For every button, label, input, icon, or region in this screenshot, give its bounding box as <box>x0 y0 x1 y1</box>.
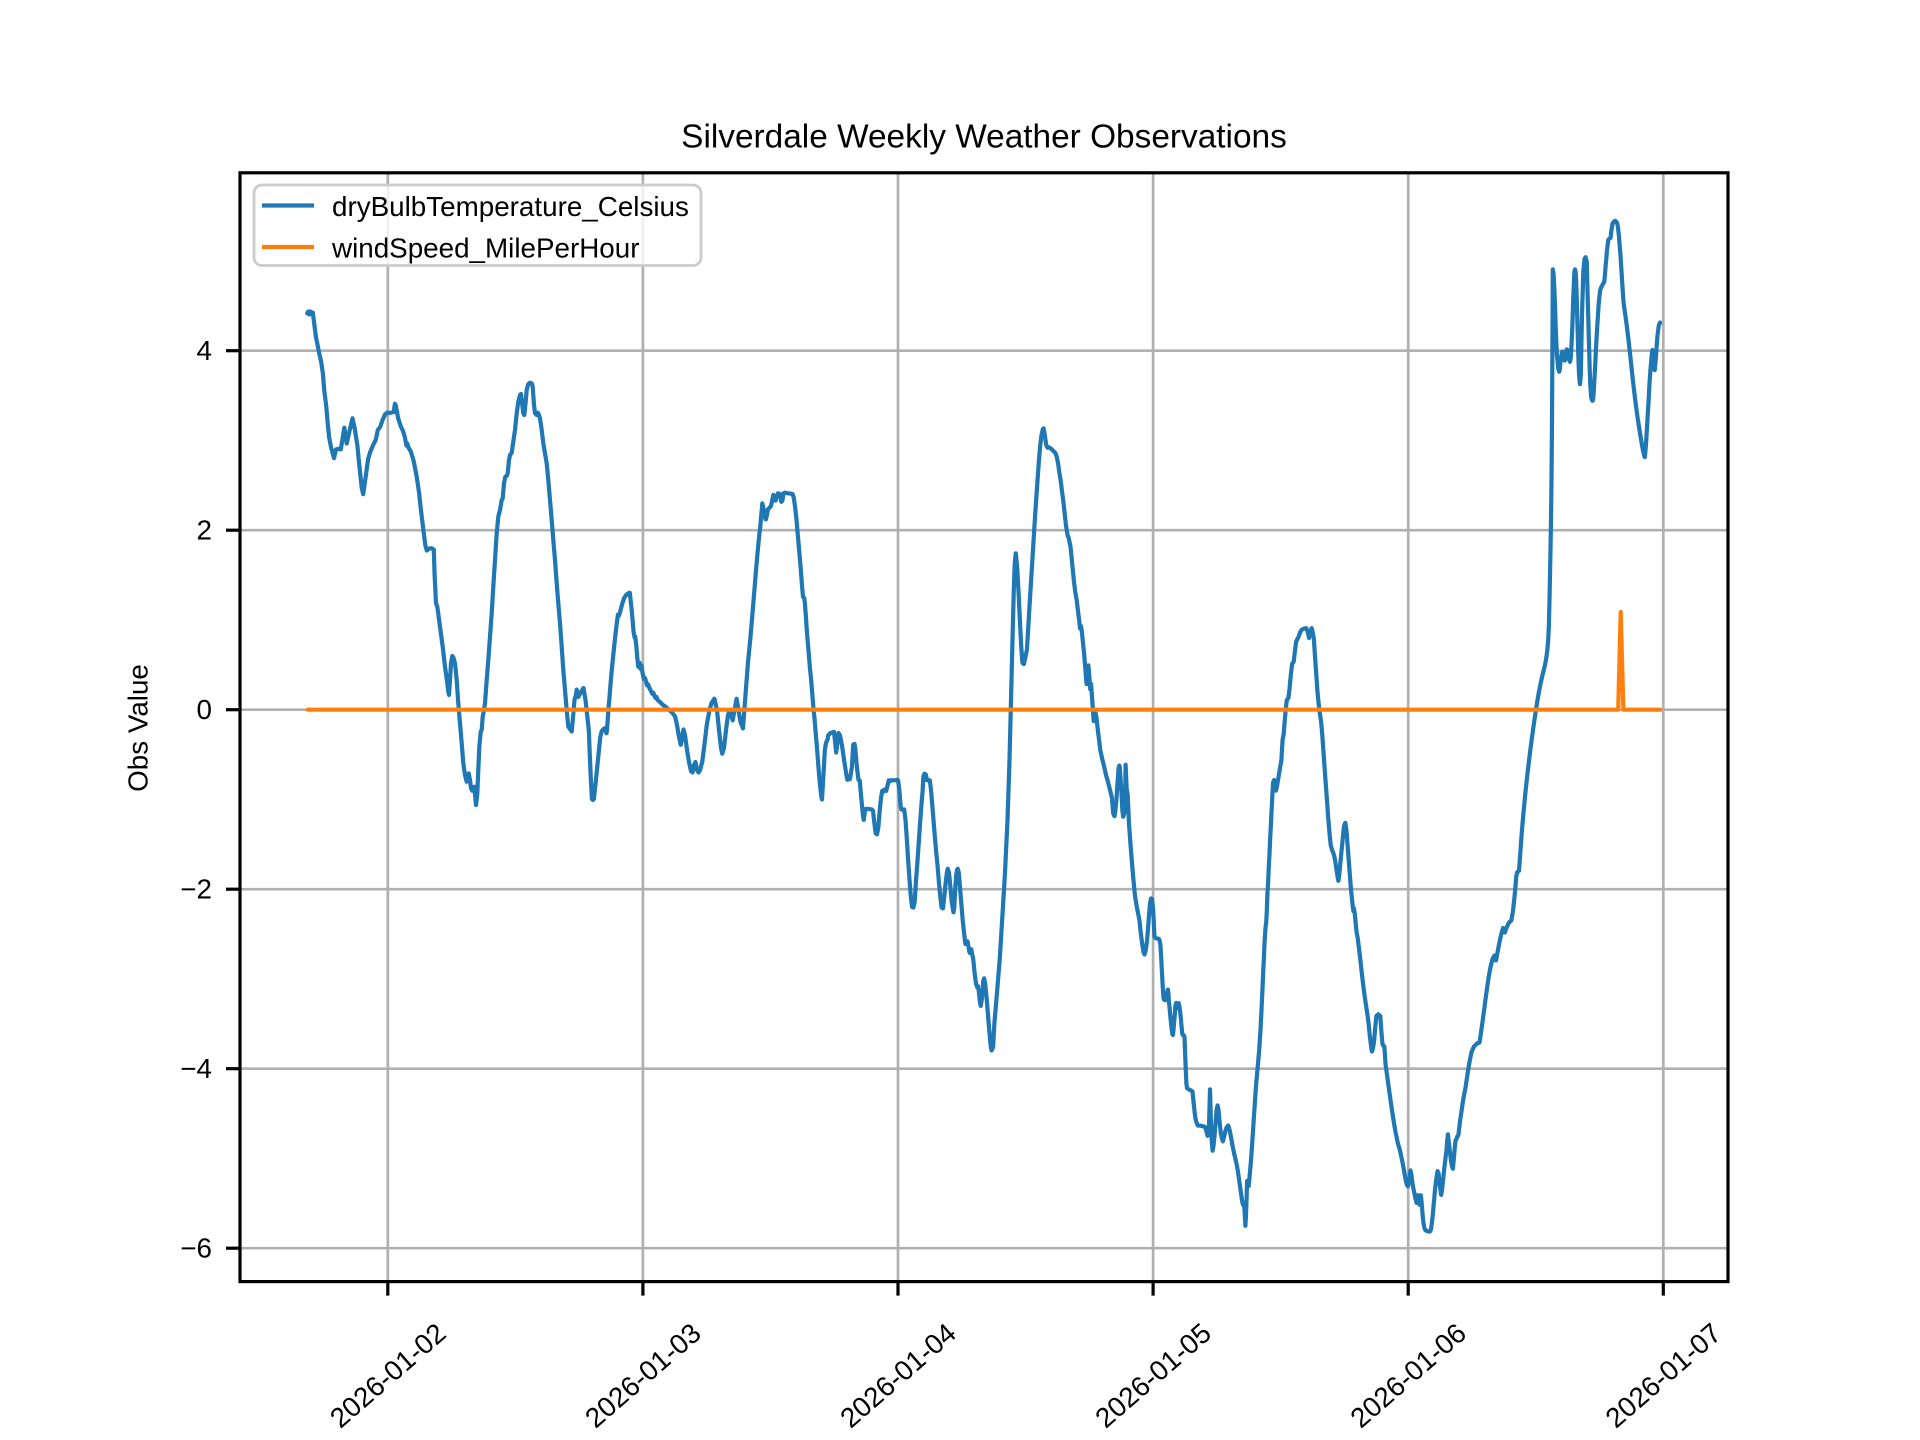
svg-text:Obs Value: Obs Value <box>123 664 154 792</box>
svg-text:4: 4 <box>197 335 212 366</box>
svg-text:dryBulbTemperature_Celsius: dryBulbTemperature_Celsius <box>332 191 689 222</box>
svg-text:−4: −4 <box>180 1053 212 1084</box>
svg-text:2: 2 <box>197 515 212 546</box>
svg-text:Silverdale Weekly Weather Obse: Silverdale Weekly Weather Observations <box>681 119 1287 156</box>
svg-text:−6: −6 <box>180 1233 212 1264</box>
svg-text:0: 0 <box>197 694 212 725</box>
svg-text:windSpeed_MilePerHour: windSpeed_MilePerHour <box>331 233 639 264</box>
svg-text:−2: −2 <box>180 874 212 905</box>
